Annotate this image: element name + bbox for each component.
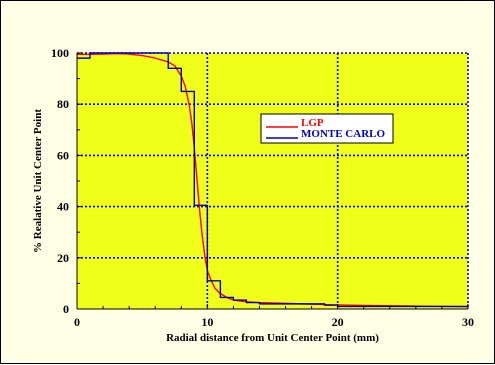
y-tick-label-20: 20 — [57, 251, 69, 265]
x-tick-label-10: 10 — [201, 315, 213, 329]
y-tick-label-60: 60 — [57, 148, 69, 162]
y-axis-label: % Realative Unit Center Point — [32, 109, 44, 253]
x-axis-label: Radial distance from Unit Center Point (… — [166, 332, 379, 344]
plot-background — [77, 53, 468, 309]
series-monte-carlo — [77, 52, 468, 308]
legend-label-0: LGP — [301, 117, 324, 129]
y-tick-label-40: 40 — [57, 200, 69, 214]
series-layer — [77, 52, 469, 308]
grid-lines — [77, 52, 469, 309]
legend-label-1: MONTE CARLO — [301, 128, 385, 140]
y-tick-label-0: 0 — [63, 302, 69, 316]
axis-frame — [76, 52, 469, 310]
x-tick-label-30: 30 — [462, 315, 474, 329]
y-tick-labels: 0 20 40 60 80 100 — [51, 46, 69, 316]
y-tick-label-100: 100 — [51, 46, 69, 60]
y-tick-label-80: 80 — [57, 97, 69, 111]
x-tick-label-0: 0 — [74, 315, 80, 329]
x-tick-labels: 0 10 20 30 — [74, 315, 474, 329]
x-tick-label-20: 20 — [332, 315, 344, 329]
